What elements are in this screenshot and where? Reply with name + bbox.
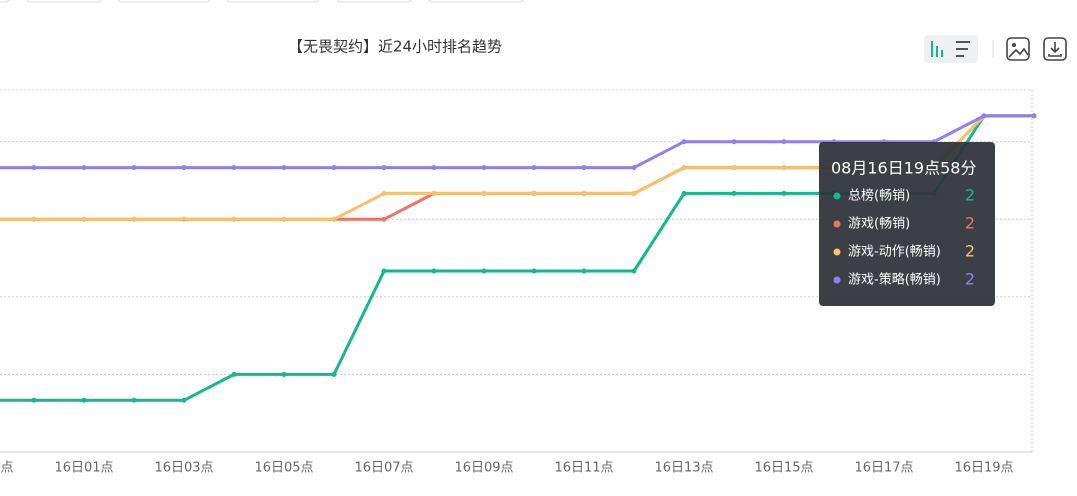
series-point bbox=[731, 139, 737, 145]
x-tick-label: 16日13点 bbox=[654, 461, 713, 476]
tooltip-box bbox=[819, 142, 995, 306]
download-button[interactable] bbox=[1043, 37, 1067, 61]
tooltip-series-name: 游戏-动作(畅销) bbox=[848, 245, 941, 260]
series-point bbox=[181, 216, 187, 222]
series-point bbox=[431, 165, 437, 171]
tooltip-value: 2 bbox=[965, 186, 975, 205]
series-point bbox=[231, 216, 237, 222]
series-point bbox=[181, 397, 187, 403]
x-tick-label: 16日19点 bbox=[954, 461, 1013, 476]
series-point bbox=[681, 190, 687, 196]
x-tick-label: 16日15点 bbox=[754, 461, 813, 476]
series-point bbox=[31, 216, 37, 222]
series-point bbox=[981, 113, 987, 119]
x-tick-label: 16日05点 bbox=[254, 461, 313, 476]
tab-button[interactable] bbox=[26, 0, 102, 3]
x-tick-label: 16日07点 bbox=[354, 461, 413, 476]
series-point bbox=[231, 371, 237, 377]
tab-button[interactable] bbox=[226, 0, 320, 3]
tooltip-dot bbox=[833, 220, 841, 228]
series-point bbox=[631, 190, 637, 196]
series-point bbox=[131, 165, 137, 171]
tab-button[interactable] bbox=[0, 0, 10, 3]
series-point bbox=[731, 165, 737, 171]
tooltip-series-name: 游戏(畅销) bbox=[848, 217, 910, 232]
series-point bbox=[681, 139, 687, 145]
tooltip-value: 2 bbox=[965, 214, 975, 233]
x-tick-label: 16日17点 bbox=[854, 461, 913, 476]
series-point bbox=[431, 190, 437, 196]
toolbar bbox=[0, 0, 524, 3]
tooltip-series-name: 游戏-策略(畅销) bbox=[848, 272, 941, 288]
series-point bbox=[81, 216, 87, 222]
tab-button[interactable] bbox=[428, 0, 524, 3]
series-point bbox=[781, 165, 787, 171]
x-tick-label: 16日11点 bbox=[554, 461, 613, 476]
series-point bbox=[231, 165, 237, 171]
chart-tools bbox=[924, 35, 1067, 63]
series-point bbox=[381, 190, 387, 196]
tooltip-dot bbox=[833, 248, 841, 256]
series-point bbox=[631, 165, 637, 171]
tab-button[interactable] bbox=[336, 0, 412, 3]
series-point bbox=[31, 397, 37, 403]
tab-button[interactable] bbox=[117, 0, 211, 3]
series-point bbox=[581, 165, 587, 171]
series-point bbox=[331, 371, 337, 377]
tooltip-series-name: 总榜(畅销) bbox=[848, 188, 910, 204]
series-point bbox=[781, 139, 787, 145]
x-tick-label: 16日01点 bbox=[54, 461, 113, 476]
series-point bbox=[381, 165, 387, 171]
series-point bbox=[531, 190, 537, 196]
series-point bbox=[531, 165, 537, 171]
tooltip-value: 2 bbox=[965, 242, 975, 261]
tooltip-dot bbox=[833, 276, 841, 284]
series-point bbox=[381, 268, 387, 274]
series-point bbox=[281, 216, 287, 222]
save-image-button[interactable] bbox=[1006, 37, 1030, 61]
x-tick-label: 15日23点 bbox=[0, 461, 14, 476]
tooltip-dot bbox=[833, 192, 841, 200]
series-point bbox=[281, 371, 287, 377]
series-point bbox=[1031, 113, 1037, 119]
tooltip-value: 2 bbox=[965, 270, 975, 289]
series-point bbox=[481, 165, 487, 171]
series-point bbox=[131, 397, 137, 403]
series-point bbox=[481, 268, 487, 274]
series-point bbox=[331, 216, 337, 222]
series-point bbox=[281, 165, 287, 171]
series-point bbox=[181, 165, 187, 171]
series-point bbox=[331, 165, 337, 171]
series-point bbox=[381, 216, 387, 222]
chart-title: 【无畏契约】近24小时排名趋势 bbox=[288, 38, 502, 56]
series-line bbox=[0, 114, 1034, 170]
series-point bbox=[681, 165, 687, 171]
series-point bbox=[581, 268, 587, 274]
series-point bbox=[731, 190, 737, 196]
series-point bbox=[81, 165, 87, 171]
series-point bbox=[631, 268, 637, 274]
series-point bbox=[781, 190, 787, 196]
series-point bbox=[481, 190, 487, 196]
series-point bbox=[81, 397, 87, 403]
x-tick-label: 16日03点 bbox=[154, 461, 213, 476]
x-tick-label: 16日09点 bbox=[454, 461, 513, 476]
series-point bbox=[581, 190, 587, 196]
series-point bbox=[131, 216, 137, 222]
tooltip-title: 08月16日19点58分 bbox=[831, 159, 976, 178]
series-point bbox=[531, 268, 537, 274]
series-point bbox=[431, 268, 437, 274]
series-point bbox=[31, 165, 37, 171]
